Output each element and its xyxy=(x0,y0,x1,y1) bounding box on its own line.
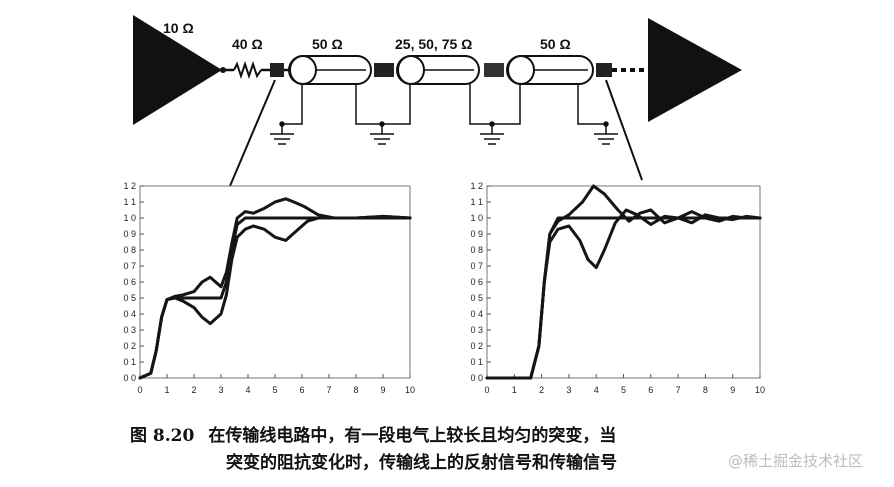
chart-2-y-tick-label: 0 7 xyxy=(470,261,483,271)
chart-2-x-tick-label: 7 xyxy=(676,385,681,395)
chart-1-y-tick-label: 0 6 xyxy=(123,277,136,287)
chart-1-y-tick-label: 0 3 xyxy=(123,325,136,335)
probe-pointer-output xyxy=(605,79,643,181)
chart-1-x-tick-label: 2 xyxy=(191,385,196,395)
chart-1-x-tick-label: 3 xyxy=(218,385,223,395)
ground-symbol-3 xyxy=(480,121,504,145)
chart-1-y-tick-label: 0 8 xyxy=(123,245,136,255)
watermark: @稀土掘金技术社区 xyxy=(728,452,864,470)
ground-symbol-1 xyxy=(270,121,294,145)
chart-2-series-3-line xyxy=(485,208,762,380)
connector-2-3 xyxy=(484,63,504,77)
segment-3-label: 50 Ω xyxy=(540,36,571,52)
chart-reflected-signal: 0 00 10 20 30 40 50 60 70 80 91 01 11 20… xyxy=(123,181,415,395)
shield-ground-wires xyxy=(282,84,606,125)
chart-1-y-tick-label: 0 7 xyxy=(123,261,136,271)
resistor-label: 40 Ω xyxy=(232,36,263,52)
chart-1-x-tick-label: 4 xyxy=(245,385,250,395)
chart-1-series-3-line xyxy=(138,214,412,380)
chart-2-y-tick-label: 0 2 xyxy=(470,341,483,351)
ground-symbol-4 xyxy=(594,121,618,145)
transmission-segment-1: 50 Ω xyxy=(284,36,372,85)
chart-1-plot-frame xyxy=(139,185,411,379)
chart-1-y-tick-label: 1 1 xyxy=(123,197,136,207)
chart-2-y-tick-label: 0 4 xyxy=(470,309,483,319)
transmission-segment-3: 50 Ω xyxy=(506,36,594,85)
chart-2-y-tick-label: 0 8 xyxy=(470,245,483,255)
chart-2-y-tick-label: 0 1 xyxy=(470,357,483,367)
chart-1-y-tick-label: 0 0 xyxy=(123,373,136,383)
chart-1-x-tick-label: 10 xyxy=(405,385,415,395)
driver-label: 10 Ω xyxy=(163,20,194,36)
probe-connector-input xyxy=(270,63,284,77)
chart-1-x-tick-label: 7 xyxy=(326,385,331,395)
probe-pointer-input xyxy=(229,79,276,187)
figure-number: 图 8.20 xyxy=(130,426,195,446)
chart-1-y-tick-label: 1 2 xyxy=(123,181,136,191)
segment-2-label: 25, 50, 75 Ω xyxy=(395,36,472,52)
circuit-schematic: 10 Ω 40 Ω 50 Ω 25, 50, 75 Ω xyxy=(133,15,742,187)
chart-2-x-tick-label: 10 xyxy=(755,385,765,395)
chart-1-y-tick-label: 0 2 xyxy=(123,341,136,351)
chart-2-x-tick-label: 1 xyxy=(512,385,517,395)
chart-2-x-tick-label: 6 xyxy=(648,385,653,395)
chart-1-x-tick-label: 8 xyxy=(353,385,358,395)
segment-1-label: 50 Ω xyxy=(312,36,343,52)
driver-triangle xyxy=(133,15,222,125)
caption-line-1: 在传输线电路中，有一段电气上较长且均匀的突变，当 xyxy=(208,426,617,446)
chart-1-y-tick-label: 0 1 xyxy=(123,357,136,367)
chart-2-x-tick-label: 8 xyxy=(703,385,708,395)
ground-symbol-2 xyxy=(370,121,394,145)
series-resistor xyxy=(233,60,262,80)
chart-1-x-tick-label: 5 xyxy=(272,385,277,395)
chart-2-x-tick-label: 0 xyxy=(484,385,489,395)
chart-2-x-tick-label: 2 xyxy=(539,385,544,395)
chart-2-y-tick-label: 1 2 xyxy=(470,181,483,191)
chart-1-x-tick-label: 6 xyxy=(299,385,304,395)
chart-2-y-tick-label: 0 9 xyxy=(470,229,483,239)
probe-connector-output xyxy=(596,63,612,77)
chart-2-y-tick-label: 0 6 xyxy=(470,277,483,287)
chart-2-x-tick-label: 4 xyxy=(594,385,599,395)
chart-2-x-tick-label: 5 xyxy=(621,385,626,395)
chart-1-y-tick-label: 0 5 xyxy=(123,293,136,303)
chart-2-x-tick-label: 3 xyxy=(566,385,571,395)
chart-transmitted-signal: 0 00 10 20 30 40 50 60 70 80 91 01 11 20… xyxy=(470,181,765,395)
chart-2-y-tick-label: 1 0 xyxy=(470,213,483,223)
chart-2-x-tick-label: 9 xyxy=(730,385,735,395)
chart-2-y-tick-label: 1 1 xyxy=(470,197,483,207)
figure-caption: 图 8.20 在传输线电路中，有一段电气上较长且均匀的突变，当 突变的阻抗变化时，… xyxy=(130,423,850,477)
chart-1-y-tick-label: 0 4 xyxy=(123,309,136,319)
chart-2-y-tick-label: 0 5 xyxy=(470,293,483,303)
connector-1-2 xyxy=(374,63,394,77)
receiver-triangle xyxy=(648,18,742,122)
transmission-segment-2: 25, 50, 75 Ω xyxy=(395,36,480,85)
chart-1-x-tick-label: 1 xyxy=(164,385,169,395)
chart-1-x-tick-label: 0 xyxy=(137,385,142,395)
chart-1-y-tick-label: 0 9 xyxy=(123,229,136,239)
chart-2-y-tick-label: 0 3 xyxy=(470,325,483,335)
chart-1-x-tick-label: 9 xyxy=(380,385,385,395)
chart-1-y-tick-label: 1 0 xyxy=(123,213,136,223)
chart-2-y-tick-label: 0 0 xyxy=(470,373,483,383)
caption-line-2: 突变的阻抗变化时，传输线上的反射信号和传输信号 xyxy=(226,453,617,473)
